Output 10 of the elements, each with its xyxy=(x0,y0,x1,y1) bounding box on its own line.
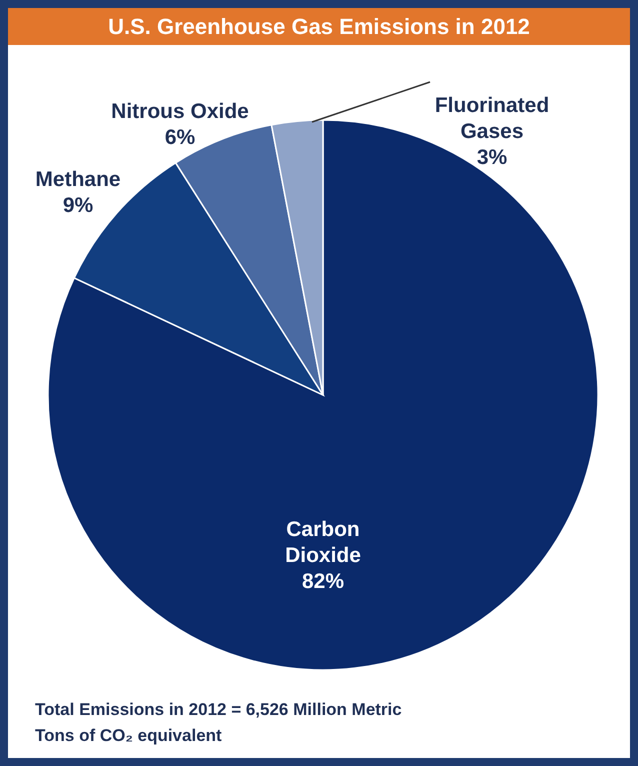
chart-title: U.S. Greenhouse Gas Emissions in 2012 xyxy=(108,14,530,39)
data-label: 9% xyxy=(62,194,94,217)
slice-label: Fluorinated Gases xyxy=(434,94,550,143)
slice-label: Carbon Dioxide xyxy=(285,518,361,567)
data-label: 82% xyxy=(302,570,344,593)
data-label: 3% xyxy=(476,146,508,169)
slice-label: Methane xyxy=(35,168,121,191)
data-label: 6% xyxy=(164,126,196,149)
text: Total Emissions in 2012 = 6,526 Million Metric Tons of CO₂ equivalent xyxy=(35,700,402,745)
slice-label: Nitrous Oxide xyxy=(111,100,249,123)
